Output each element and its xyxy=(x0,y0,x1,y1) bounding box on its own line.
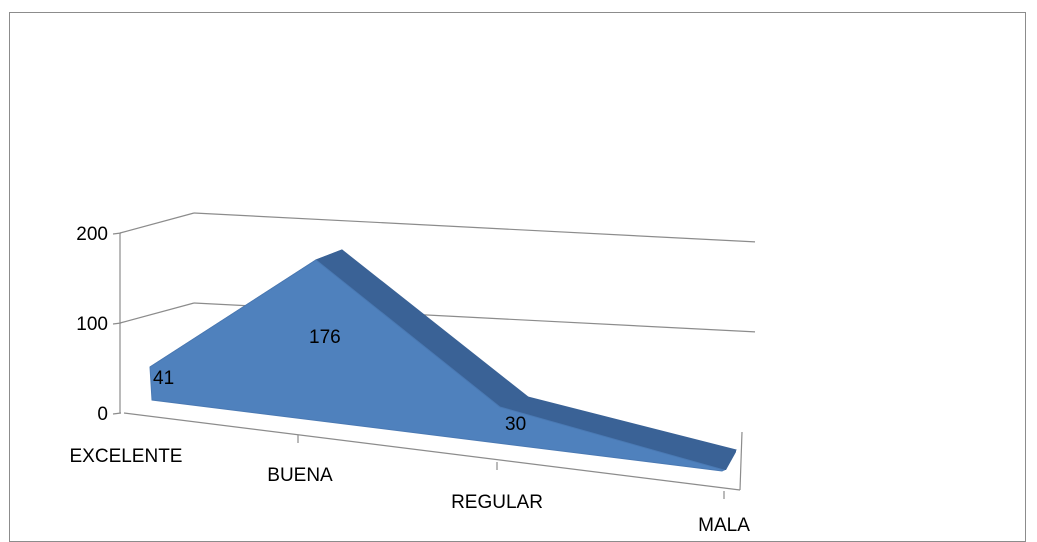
x-tick-label: BUENA xyxy=(267,465,333,486)
data-label: 176 xyxy=(309,327,341,348)
x-tick-label: EXCELENTE xyxy=(70,446,183,467)
data-label: 30 xyxy=(505,414,526,435)
floor-right-edge xyxy=(739,431,743,491)
gridline-back-200 xyxy=(193,212,756,243)
y-tick-mark xyxy=(112,412,122,415)
data-label: 41 xyxy=(153,368,174,389)
x-tick-label: MALA xyxy=(698,515,750,534)
area-end-cap xyxy=(724,450,736,470)
y-tick-label: 200 xyxy=(76,224,108,245)
area-front-face xyxy=(149,259,726,472)
y-tick-label: 100 xyxy=(76,314,108,335)
gridline-left-200 xyxy=(119,212,195,234)
chart-frame xyxy=(9,12,1026,542)
x-tick-label: REGULAR xyxy=(451,492,543,513)
x-axis-line xyxy=(123,412,741,491)
gridline-left-100 xyxy=(119,302,195,324)
y-tick-label: 0 xyxy=(97,404,108,425)
